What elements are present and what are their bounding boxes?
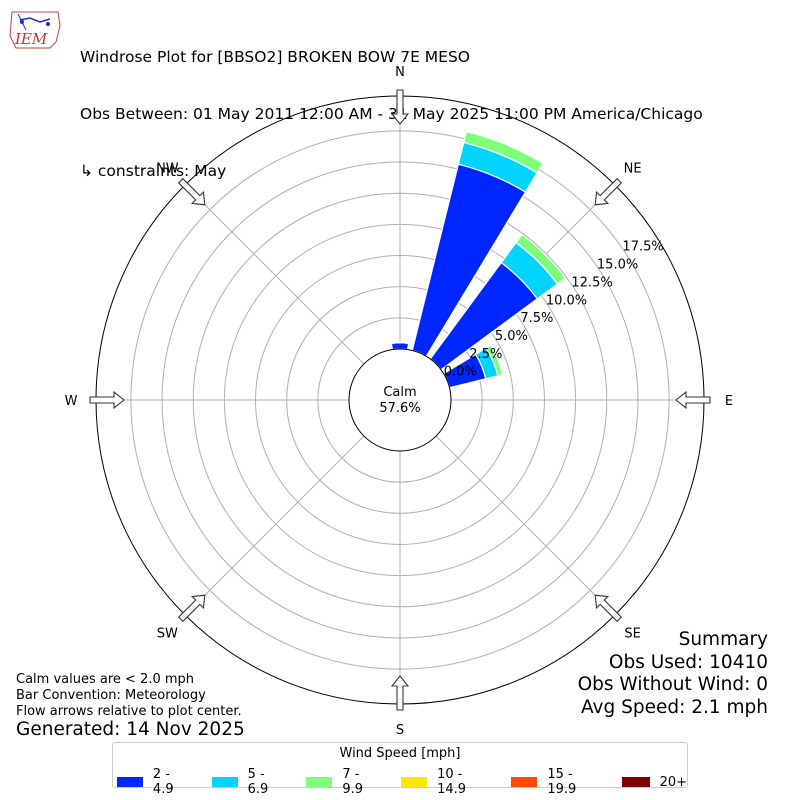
legend-item: 20+: [621, 767, 687, 797]
note-calm: Calm values are < 2.0 mph: [16, 672, 195, 687]
wind-bar-segment-NE: [515, 233, 567, 285]
radial-tick-label: 10.0%: [546, 293, 587, 308]
summary-avg-speed: Avg Speed: 2.1 mph: [580, 696, 768, 718]
summary-obs-without-wind: Obs Without Wind: 0: [577, 674, 768, 695]
legend-item: 5 - 6.9: [211, 767, 287, 797]
chart-title-block: Windrose Plot for [BBSO2] BROKEN BOW 7E …: [80, 10, 703, 200]
legend-swatch: [621, 777, 650, 787]
radial-tick-label: 15.0%: [597, 258, 638, 273]
grid-spoke: [184, 435, 365, 616]
compass-label-se: SE: [624, 627, 640, 642]
wind-bar-segment-ENE: [485, 344, 504, 377]
flow-arrow-icon: [177, 177, 206, 206]
radial-tick-label: 5.0%: [495, 329, 528, 344]
summary-obs-used: Obs Used: 10410: [608, 651, 768, 673]
legend-items: 2 - 4.9 5 - 6.9 7 - 9.9 10 - 14.9 15 - 19.9 2…: [113, 767, 687, 797]
legend-swatch: [211, 777, 238, 787]
flow-arrow-icon: [594, 594, 623, 623]
legend-title: Wind Speed [mph]: [339, 746, 461, 761]
direction-spokes: [96, 96, 704, 704]
wind-bar-segment-N: [390, 340, 410, 345]
flow-arrow-icon: [390, 89, 410, 125]
legend-label: 5 - 6.9: [247, 767, 269, 797]
chart-title: Windrose Plot for [BBSO2] BROKEN BOW 7E …: [80, 48, 470, 66]
compass-label-e: E: [725, 394, 733, 409]
radial-tick-label: 17.5%: [622, 240, 663, 255]
legend-item: 7 - 9.9: [306, 767, 381, 797]
legend-swatch: [511, 777, 538, 787]
legend: Wind Speed [mph] 2 - 4.9 5 - 6.9 7 - 9.9 10…: [112, 742, 688, 797]
legend-item: 15 - 19.9: [511, 767, 601, 797]
legend-label: 20+: [659, 774, 687, 790]
compass-labels: N NE E SE S SW W NW: [65, 65, 734, 738]
calm-label: Calm: [383, 385, 416, 400]
legend-label: 2 - 4.9: [152, 767, 174, 797]
legend-label: 7 - 9.9: [342, 767, 364, 797]
legend-item: 10 - 14.9: [401, 767, 491, 797]
iem-logo-text: IEM: [14, 30, 48, 48]
compass-label-sw: SW: [157, 627, 178, 642]
compass-label-s: S: [396, 723, 404, 738]
legend-label: 15 - 19.9: [547, 767, 577, 797]
iem-logo: IEM: [9, 11, 61, 49]
generated-date: Generated: 14 Nov 2025: [16, 719, 245, 740]
chart-subtitle-constraints: ↳ constraints: May: [80, 162, 227, 180]
legend-swatch: [306, 777, 333, 787]
grid-spoke: [184, 184, 365, 365]
radial-tick-label: 12.5%: [571, 275, 612, 290]
notes-block: Calm values are < 2.0 mph Bar Convention…: [16, 672, 242, 720]
wind-bars: [390, 130, 567, 389]
flow-arrow-icon: [89, 390, 125, 410]
flow-arrow-icon: [675, 390, 711, 410]
summary-heading: Summary: [678, 629, 768, 650]
note-bar-convention: Bar Convention: Meteorology: [16, 688, 206, 703]
note-flow-arrows: Flow arrows relative to plot center.: [16, 704, 242, 719]
radial-tick-label: 2.5%: [469, 347, 502, 362]
compass-label-ne: NE: [624, 161, 642, 176]
flow-arrow-icon: [177, 594, 206, 623]
grid-spoke: [435, 435, 616, 616]
legend-label: 10 - 14.9: [437, 767, 467, 797]
radial-tick-label: 0.0%: [444, 365, 477, 380]
radial-tick-labels: 0.0% 2.5% 5.0% 7.5% 10.0% 12.5% 15.0% 17.5%: [444, 240, 664, 380]
flow-arrow-icon: [390, 675, 410, 711]
legend-swatch: [401, 777, 428, 787]
compass-label-n: N: [395, 65, 405, 80]
legend-swatch: [117, 777, 143, 787]
wind-bar-segment-NNE: [463, 130, 544, 174]
flow-arrow-icon: [594, 177, 623, 206]
summary-block: Summary Obs Used: 10410 Obs Without Wind…: [578, 629, 768, 719]
flow-arrows: [89, 89, 711, 711]
compass-label-w: W: [65, 394, 78, 409]
radial-tick-label: 7.5%: [520, 311, 553, 326]
compass-label-nw: NW: [156, 161, 179, 176]
calm-circle: [348, 348, 452, 452]
calm-value: 57.6%: [379, 401, 420, 416]
legend-item: 2 - 4.9: [117, 767, 192, 797]
